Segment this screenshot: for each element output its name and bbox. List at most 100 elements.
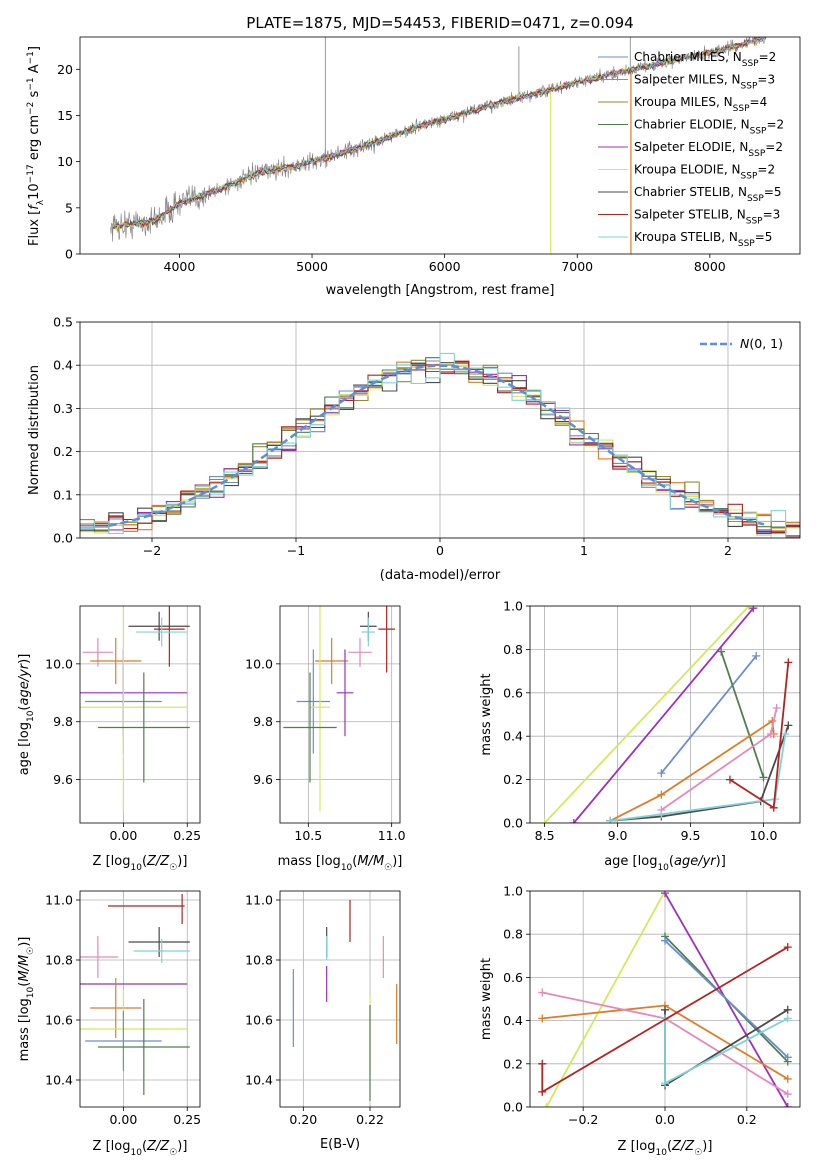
axes-frame	[279, 605, 401, 824]
y-tick-label: 9.6	[53, 772, 73, 787]
label-part: 10	[655, 1148, 667, 1158]
x-tick-label: 0.25	[173, 1112, 201, 1127]
y-tick-label: 10.8	[45, 953, 73, 968]
weight-point-marker	[781, 730, 790, 739]
y-tick-label: 0.8	[503, 927, 523, 942]
y-axis-label: mass weight	[479, 673, 494, 755]
label-part: )]	[177, 1139, 187, 1154]
weight-point-marker	[540, 819, 549, 823]
axes-frame	[79, 605, 201, 824]
axes-ebv-mass: 0.20 0.22 10.4 10.6 10.8 11.0	[245, 890, 401, 1127]
label-part: ☉	[26, 947, 36, 955]
axes-frame	[529, 890, 801, 1108]
label-part: SSP	[742, 59, 759, 69]
y-tick-label: 5	[65, 200, 73, 215]
x-axis-label: Z [log10(Z/Z☉)]	[618, 1139, 713, 1158]
ticks: −2 −1 0 1 2 0.0 0.1 0.2 0.3 0.4 0.5	[53, 315, 732, 559]
x-tick-label: 10.5	[294, 828, 322, 843]
axes-z-age: 0.00 0.25 9.6 9.8 10.0	[45, 605, 201, 843]
x-axis-label: mass [log10(M/M☉)]	[278, 854, 403, 873]
y-tick-label: 10	[57, 154, 73, 169]
y-tick-label: 10.4	[245, 1073, 273, 1088]
weight-point-marker	[759, 773, 768, 782]
weight-point-marker	[783, 1090, 792, 1099]
label-part: )]	[17, 937, 32, 947]
legend-label: Kroupa STELIB, NSSP=5	[634, 230, 772, 249]
label-part: 10	[130, 1148, 142, 1158]
x-axis-label: Z [log10(Z/Z☉)]	[93, 854, 188, 873]
weight-line	[543, 606, 750, 823]
label-part: Salpeter STELIB, N	[634, 208, 746, 222]
gaussian-line	[108, 364, 765, 528]
model-spectrum-line	[112, 37, 765, 229]
y-tick-label: 10.6	[45, 1013, 73, 1028]
label-part: (	[667, 1139, 672, 1154]
y-tick-label: 15	[57, 108, 73, 123]
label-part: 10	[26, 710, 36, 722]
weight-line	[660, 707, 778, 811]
label-part: Z [log	[93, 1139, 131, 1154]
label-part: )]	[716, 854, 726, 869]
y-tick-label: 1.0	[503, 599, 523, 614]
label-part: Kroupa MILES, N	[634, 95, 733, 109]
x-axis-label: wavelength [Angstrom, rest frame]	[326, 283, 555, 298]
legend-label: Salpeter STELIB, NSSP=3	[634, 208, 780, 227]
x-tick-label: −1	[287, 543, 305, 558]
label-part: =2	[765, 140, 783, 154]
label-part: Kroupa ELODIE, N	[634, 163, 741, 177]
y-tick-label: 0.5	[53, 315, 73, 330]
label-part: −1	[26, 51, 36, 64]
y-tick-label: 0.0	[503, 816, 523, 831]
x-tick-label: 0.22	[356, 1112, 384, 1127]
label-part: age [log	[17, 722, 32, 775]
label-part: =5	[764, 185, 782, 199]
label-part: −17	[26, 164, 36, 183]
label-part: Z [log	[93, 854, 131, 869]
weight-point-marker	[783, 943, 792, 952]
label-part: Chabrier STELIB, N	[634, 185, 747, 199]
y-axis-label: Flux [fλ10−17 erg cm−2 s−1 A−1]	[26, 46, 46, 246]
weight-line	[610, 725, 790, 822]
label-part: (	[17, 706, 32, 711]
label-part: −1	[26, 77, 36, 90]
grid	[280, 891, 400, 1107]
plot-area	[280, 606, 400, 823]
plot-area	[80, 322, 800, 538]
label-part: )]	[392, 854, 402, 869]
axes-frame	[79, 890, 201, 1108]
weight-point-marker	[717, 647, 726, 656]
x-tick-label: 11.0	[378, 828, 406, 843]
weight-point-marker	[783, 1074, 792, 1083]
label-part: age/yr	[674, 854, 717, 869]
x-tick-label: 2	[724, 543, 732, 558]
label-part: 10	[27, 183, 42, 200]
x-tick-label: 9.0	[608, 828, 628, 843]
label-part: SSP	[748, 149, 765, 159]
weight-line	[610, 733, 787, 822]
label-part: erg cm	[27, 115, 42, 164]
axes-frame	[279, 890, 401, 1108]
weight-point-marker	[749, 606, 758, 613]
ticks: 0.00 0.25 9.6 9.8 10.0	[45, 656, 201, 843]
axes-age-weight: 8.5 9.0 9.5 10.0 0.0 0.2 0.4 0.6 0.8 1.0	[503, 599, 801, 843]
label-part: SSP	[741, 172, 758, 182]
plot-area	[530, 891, 800, 1107]
x-tick-label: 0.20	[289, 1112, 317, 1127]
weight-point-marker	[538, 1059, 547, 1068]
plot-area	[110, 37, 767, 254]
label-part: 10	[341, 863, 353, 873]
x-tick-label: 10.0	[750, 828, 778, 843]
legend-label: Salpeter ELODIE, NSSP=2	[634, 140, 783, 159]
ticks: 4000 5000 6000 7000 8000 0 5 10 15 20	[57, 62, 726, 274]
weight-point-marker	[606, 816, 615, 823]
label-part: 10	[130, 863, 142, 873]
label-part: =2	[757, 163, 775, 177]
axes-residuals: −2 −1 0 1 2 0.0 0.1 0.2 0.3 0.4 0.5	[53, 315, 801, 559]
label-part: )]	[177, 854, 187, 869]
weight-point-marker	[772, 703, 781, 712]
chart-title: PLATE=1875, MJD=54453, FIBERID=0471, z=0…	[246, 14, 633, 32]
label-part: ]	[27, 46, 42, 51]
legend-label: Chabrier MILES, NSSP=2	[634, 50, 776, 69]
y-tick-label: 10.8	[245, 953, 273, 968]
